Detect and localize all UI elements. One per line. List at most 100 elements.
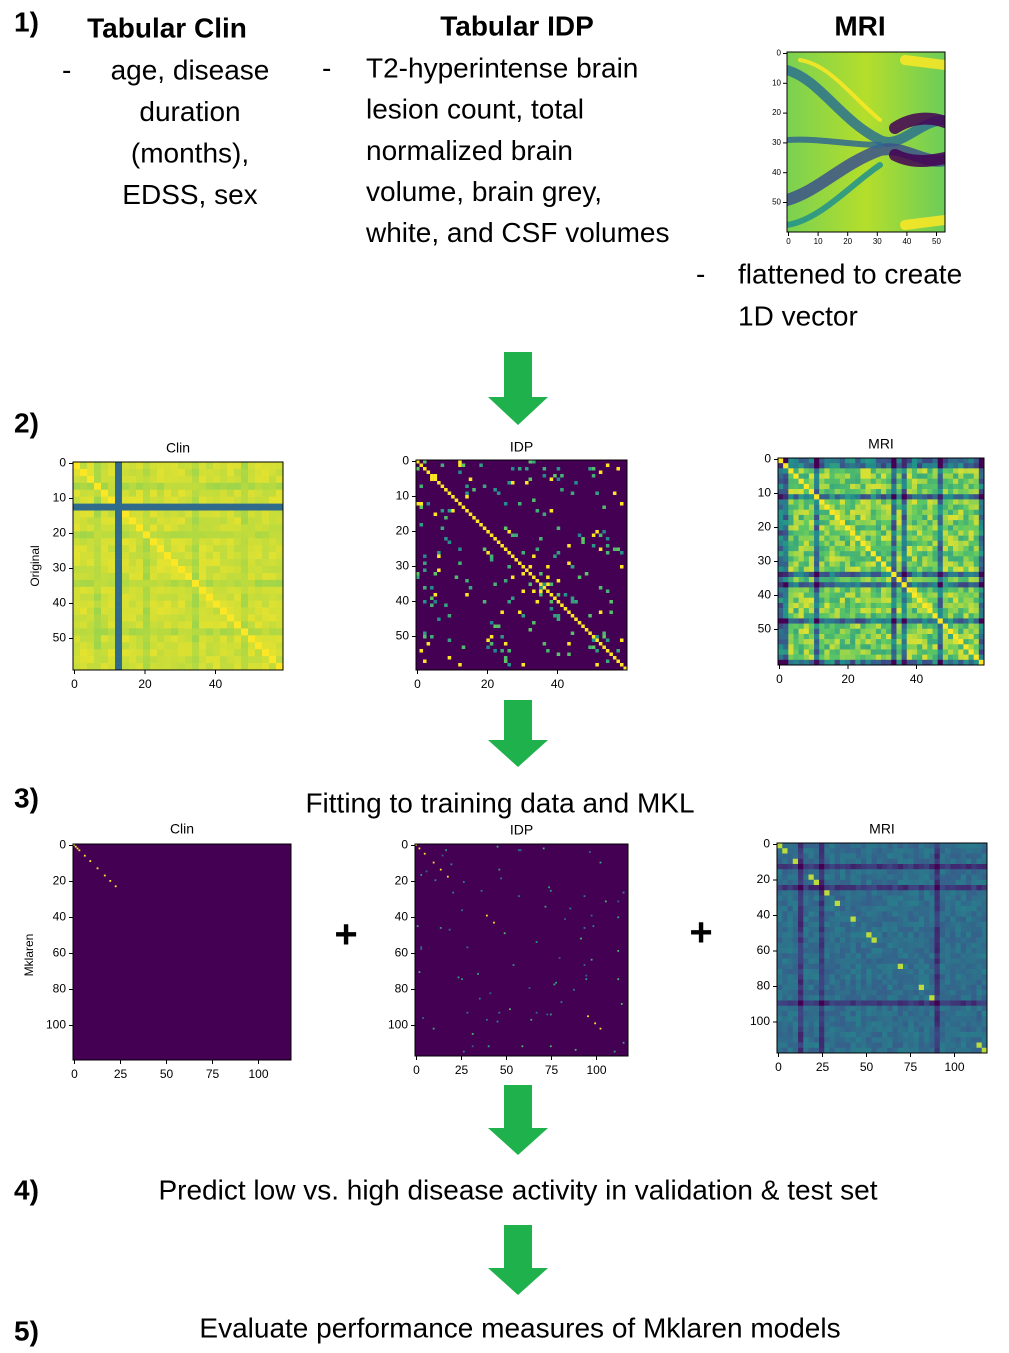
heatmap-cell (871, 1021, 878, 1028)
heatmap-cell (896, 592, 902, 599)
heatmap-cell (958, 525, 964, 531)
heatmap-cell (963, 551, 969, 557)
heatmap-cell (778, 587, 784, 593)
heatmap-cell (73, 572, 81, 581)
heatmap-cell (94, 496, 102, 504)
heatmap-cell (192, 496, 200, 504)
heatmap-cell (262, 579, 270, 588)
heatmap-cell (782, 1032, 788, 1038)
heatmap-cell (870, 509, 877, 516)
heatmap-cell (966, 869, 972, 875)
heatmap-cell (94, 635, 102, 643)
heatmap-cell (855, 932, 862, 938)
heatmap-cell (939, 937, 946, 944)
heatmap-cell (612, 656, 617, 660)
heatmap-cell (929, 879, 935, 886)
heatmap-cell (778, 582, 784, 588)
heatmap-cell (164, 566, 172, 574)
heatmap-cell (922, 577, 928, 583)
heatmap-cell (913, 974, 920, 980)
heatmap-cell (950, 990, 956, 996)
heatmap-cell (960, 1026, 967, 1033)
y-tick-label: 40 (395, 910, 409, 924)
heatmap-cell (783, 458, 789, 464)
heatmap-cell (798, 1005, 804, 1012)
heatmap-cell (903, 900, 909, 907)
heatmap-cell (870, 478, 877, 485)
heatmap-cell (934, 895, 941, 902)
heatmap-cell (192, 607, 200, 615)
heatmap-cell (870, 483, 877, 490)
heatmap-cell (143, 524, 151, 532)
heatmap-cell (881, 613, 887, 619)
heatmap-cell (803, 525, 810, 531)
heatmap-cell (844, 618, 851, 624)
heatmap-cell (971, 900, 977, 907)
heatmap-cell (887, 958, 893, 965)
heatmap-cell (581, 540, 585, 544)
heatmap-cell (792, 853, 799, 860)
heatmap-cell (199, 663, 207, 671)
heatmap-cell (479, 523, 483, 527)
heatmap-cell (584, 572, 589, 576)
y-label: Mklaren (22, 934, 36, 977)
heatmap-cell (778, 654, 784, 661)
heatmap-cell (839, 561, 846, 567)
heatmap-cell (803, 1047, 809, 1054)
heatmap-cell (876, 1005, 883, 1012)
heatmap-cell (870, 473, 877, 479)
heatmap-cell (976, 890, 983, 896)
heatmap-cell (924, 853, 930, 860)
heatmap-cell (619, 565, 624, 569)
heatmap-cell (891, 644, 897, 650)
heatmap-cell (558, 957, 561, 959)
heatmap-cell (855, 969, 862, 975)
heatmap-cell (896, 633, 902, 640)
heatmap-cell (199, 600, 207, 608)
heatmap-cell (587, 1015, 589, 1018)
heatmap-cell (567, 652, 571, 656)
heatmap-cell (185, 593, 193, 601)
heatmap-cell (963, 654, 969, 661)
heatmap-cell (199, 579, 207, 588)
heatmap-cell (927, 509, 933, 516)
heatmap-cell (887, 932, 893, 938)
heatmap-cell (958, 597, 964, 604)
heatmap-cell (947, 556, 954, 562)
heatmap-cell (164, 538, 172, 546)
arrows (488, 352, 548, 1295)
heatmap-cell (976, 1037, 983, 1043)
heatmap-cell (220, 642, 228, 650)
heatmap-cell (906, 566, 913, 573)
heatmap-cell (787, 874, 794, 881)
heatmap-cell (525, 467, 529, 471)
heatmap-cell (860, 618, 866, 624)
heatmap-cell (855, 582, 861, 588)
heatmap-cell (911, 494, 918, 500)
heatmap-cell (192, 510, 200, 518)
heatmap-cell (819, 969, 825, 975)
heatmap-cell (185, 635, 193, 643)
heatmap-cell (241, 614, 249, 622)
heatmap-cell (903, 1016, 909, 1022)
heatmap-cell (871, 921, 878, 928)
heatmap-cell (829, 520, 835, 526)
heatmap-cell (871, 885, 878, 891)
heatmap-cell (115, 559, 123, 567)
heatmap-cell (122, 524, 130, 532)
heatmap-cell (945, 984, 951, 991)
heatmap-cell (276, 545, 284, 553)
heatmap-cell (855, 458, 861, 464)
heatmap-cell (269, 579, 277, 588)
heatmap-cell (908, 1016, 914, 1022)
heatmap-cell (803, 942, 809, 949)
heatmap-cell (788, 494, 794, 500)
heatmap-cell (913, 911, 920, 917)
heatmap-cell (892, 927, 899, 933)
heatmap-cell (157, 496, 165, 504)
heatmap-cell (845, 927, 851, 933)
heatmap-cell (206, 496, 214, 504)
axes-frame (414, 843, 629, 1057)
heatmap-cell (532, 498, 536, 502)
heatmap-cell (787, 1032, 794, 1038)
